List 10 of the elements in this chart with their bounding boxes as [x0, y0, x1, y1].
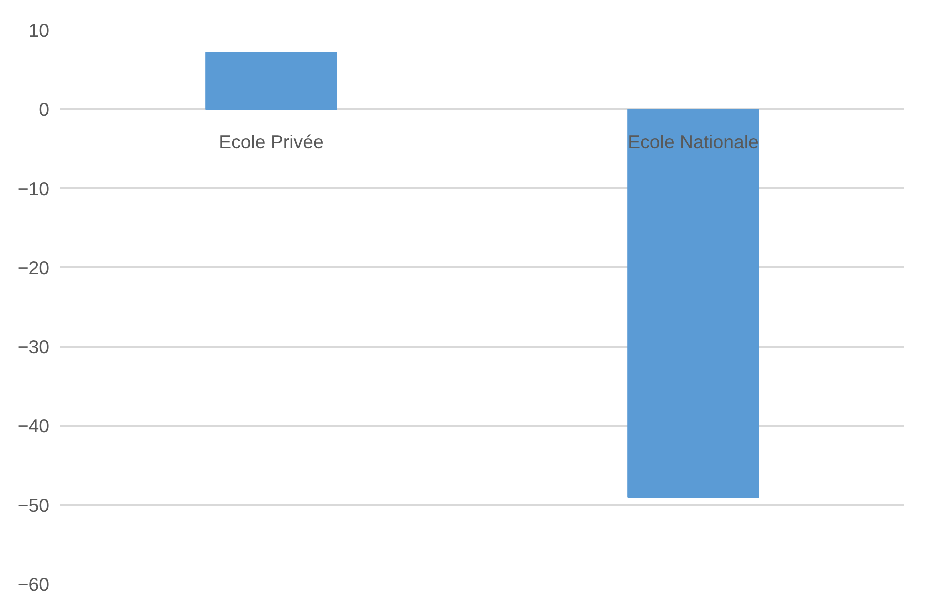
y-tick-label: −60 — [18, 574, 50, 595]
y-tick-label: 10 — [28, 20, 50, 41]
x-tick-label: Ecole Privée — [219, 132, 324, 153]
y-tick-label: −40 — [18, 416, 50, 437]
y-tick-label: −50 — [18, 494, 50, 516]
y-tick-label: −20 — [18, 257, 50, 278]
x-tick-label: Ecole Nationale — [628, 132, 759, 153]
y-tick-label: −30 — [18, 336, 50, 358]
y-tick-label: 0 — [39, 99, 50, 120]
y-tick-label: −10 — [18, 178, 50, 200]
